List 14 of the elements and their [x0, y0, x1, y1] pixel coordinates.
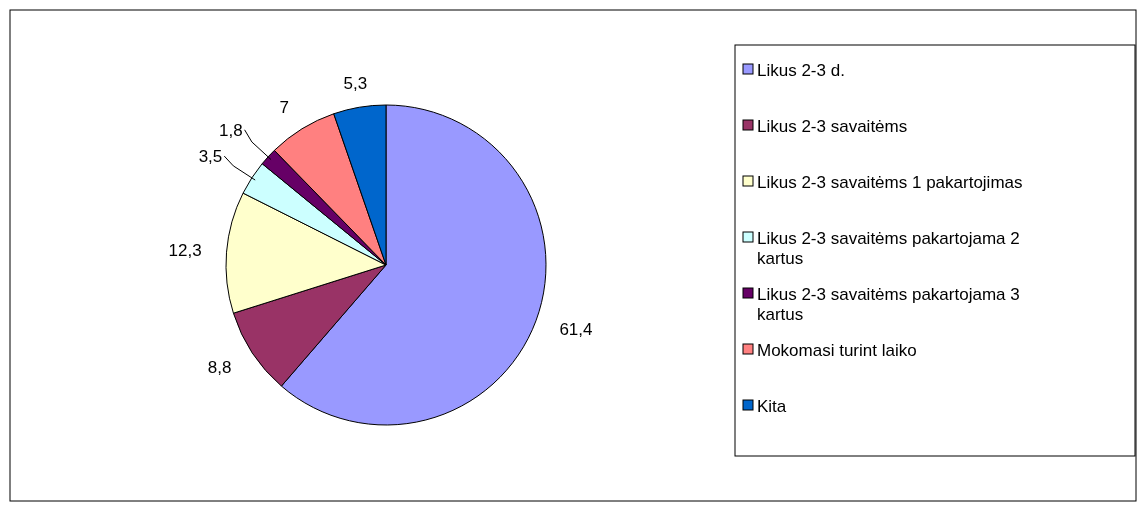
legend-label: Likus 2-3 savaitėms pakartojama 3 kartus — [757, 284, 1020, 324]
legend-label: Likus 2-3 savaitėms 1 pakartojimas — [757, 172, 1023, 192]
legend-label: Mokomasi turint laiko — [757, 340, 917, 360]
data-label: 5,3 — [343, 73, 368, 93]
legend-label: Likus 2-3 savaitėms pakartojama 2 kartus — [757, 228, 1020, 268]
legend-label: Likus 2-3 d. — [757, 60, 845, 80]
legend-label: Likus 2-3 savaitėms — [757, 116, 908, 136]
data-label: 61,4 — [559, 320, 593, 340]
legend-label: Kita — [757, 396, 787, 416]
data-label: 8,8 — [207, 357, 232, 377]
data-label: 3,5 — [198, 147, 223, 167]
data-label: 7 — [279, 98, 289, 118]
data-label: 12,3 — [168, 241, 202, 261]
data-label: 1,8 — [218, 120, 243, 140]
